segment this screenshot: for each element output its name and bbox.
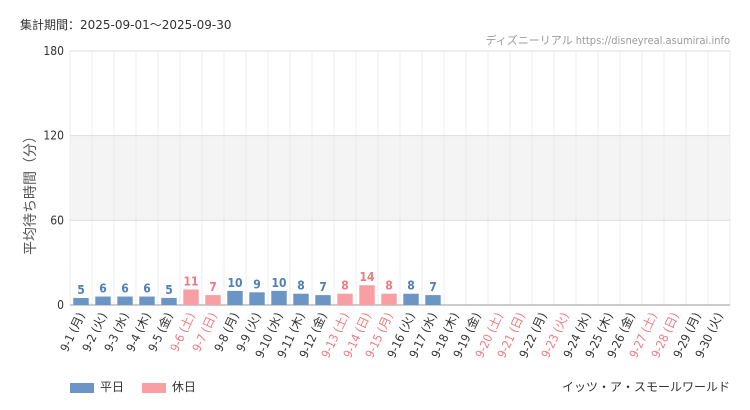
bar (381, 293, 397, 305)
legend-swatch-holiday (141, 382, 166, 393)
bar-value-label: 8 (407, 279, 415, 293)
y-tick-label: 60 (50, 213, 64, 227)
bar-value-label: 5 (77, 283, 85, 297)
legend-item-holiday: 休日 (141, 378, 196, 395)
period-label: 集計期間：2025-09-01～2025-09-30 (20, 18, 232, 32)
attraction-name: イッツ・ア・スモールワールド (561, 380, 730, 394)
bar (315, 295, 331, 305)
bar (205, 295, 221, 305)
bar (183, 289, 199, 305)
bar (95, 296, 111, 305)
bar-value-label: 14 (359, 270, 375, 284)
bar-value-label: 5 (165, 283, 173, 297)
bar-value-label: 8 (385, 279, 393, 293)
y-tick-label: 180 (43, 44, 64, 58)
bar (249, 292, 265, 305)
bar-value-label: 8 (297, 279, 305, 293)
bar (271, 290, 287, 305)
bar-value-label: 10 (271, 276, 286, 290)
bar (139, 296, 155, 305)
bar-value-label: 9 (253, 277, 261, 291)
bar (403, 293, 419, 305)
legend-item-weekday: 平日 (70, 378, 124, 395)
source-credit: ディズニーリアル https://disneyreal.asumirai.inf… (485, 34, 730, 47)
bar-value-label: 7 (429, 280, 437, 294)
bar (117, 296, 133, 305)
bar-value-label: 10 (227, 276, 242, 290)
bar (293, 293, 309, 305)
bar-value-label: 8 (341, 279, 349, 293)
bar (337, 293, 353, 305)
legend-label-holiday: 休日 (171, 380, 196, 394)
bar-value-label: 6 (143, 282, 151, 296)
bar-value-label: 7 (209, 280, 217, 294)
bar (359, 285, 375, 305)
bar-value-label: 6 (121, 282, 129, 296)
legend-label-weekday: 平日 (100, 380, 125, 394)
y-tick-label: 0 (57, 298, 64, 312)
bar-value-label: 11 (183, 274, 198, 288)
legend-swatch-weekday (70, 382, 94, 393)
bar (161, 297, 177, 305)
bar-value-label: 6 (99, 282, 107, 296)
bar (73, 297, 89, 305)
bar (227, 290, 243, 305)
bar-value-label: 7 (319, 280, 327, 294)
bar (425, 295, 441, 305)
legend: 平日 休日 (70, 378, 210, 395)
y-tick-label: 120 (43, 129, 64, 143)
